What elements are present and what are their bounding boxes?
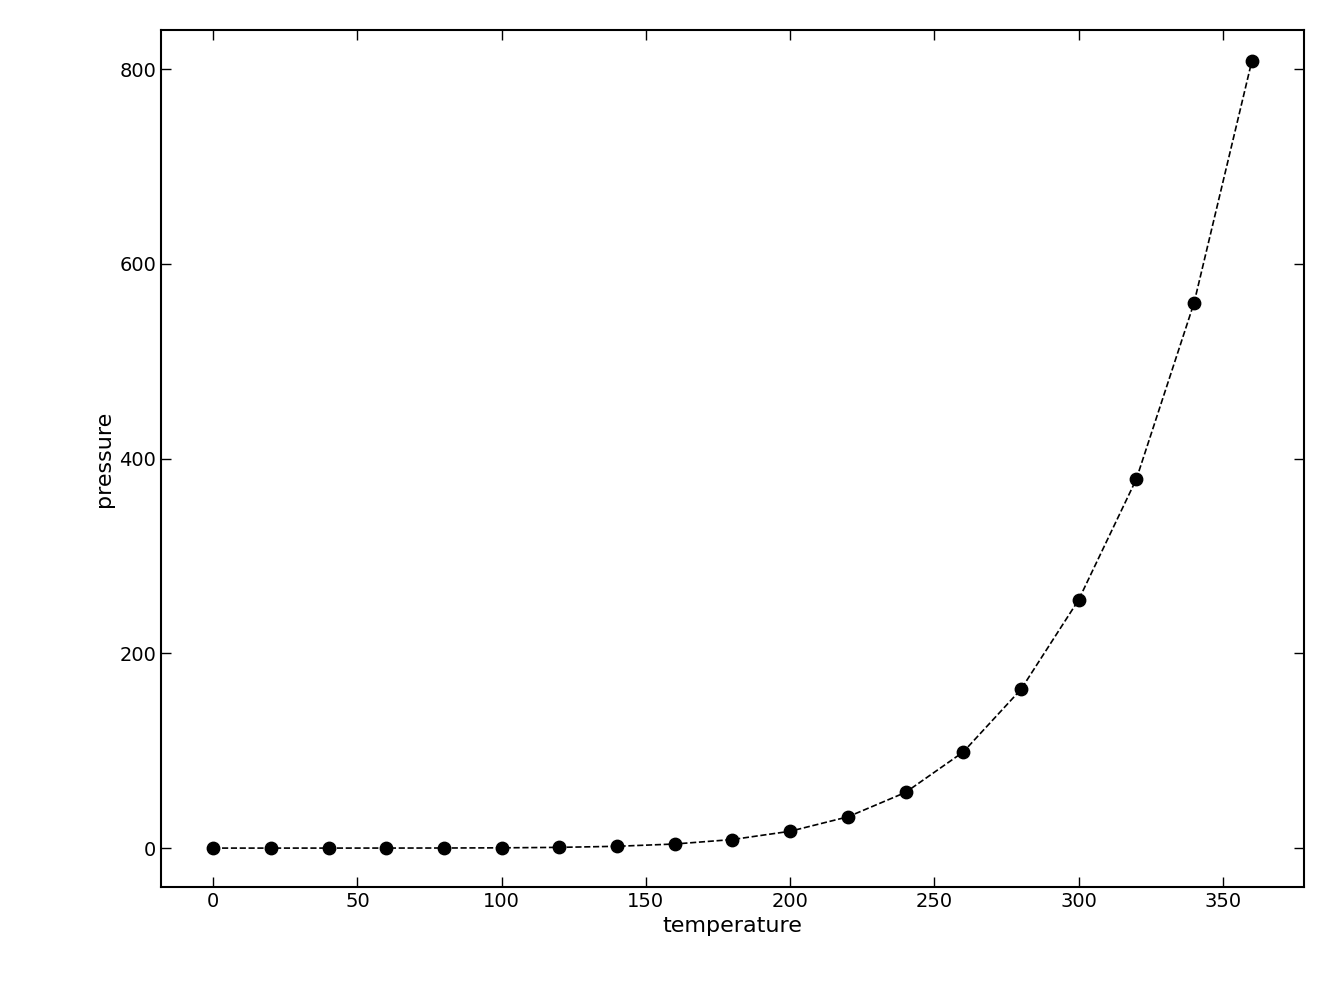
Point bbox=[1011, 681, 1032, 698]
Point bbox=[375, 840, 396, 856]
Point bbox=[780, 824, 801, 840]
X-axis label: temperature: temperature bbox=[663, 916, 802, 936]
Point bbox=[664, 836, 685, 852]
Point bbox=[261, 840, 282, 856]
Point bbox=[895, 784, 917, 800]
Point bbox=[1183, 294, 1204, 310]
Point bbox=[1126, 471, 1148, 487]
Point bbox=[203, 840, 224, 856]
Point bbox=[1241, 53, 1262, 70]
Point bbox=[606, 839, 628, 855]
Point bbox=[722, 832, 743, 848]
Point bbox=[548, 840, 570, 856]
Point bbox=[491, 840, 512, 856]
Point bbox=[317, 840, 339, 856]
Point bbox=[837, 808, 859, 825]
Point bbox=[433, 840, 454, 856]
Y-axis label: pressure: pressure bbox=[94, 410, 114, 507]
Point bbox=[953, 744, 974, 760]
Point bbox=[1068, 592, 1090, 608]
